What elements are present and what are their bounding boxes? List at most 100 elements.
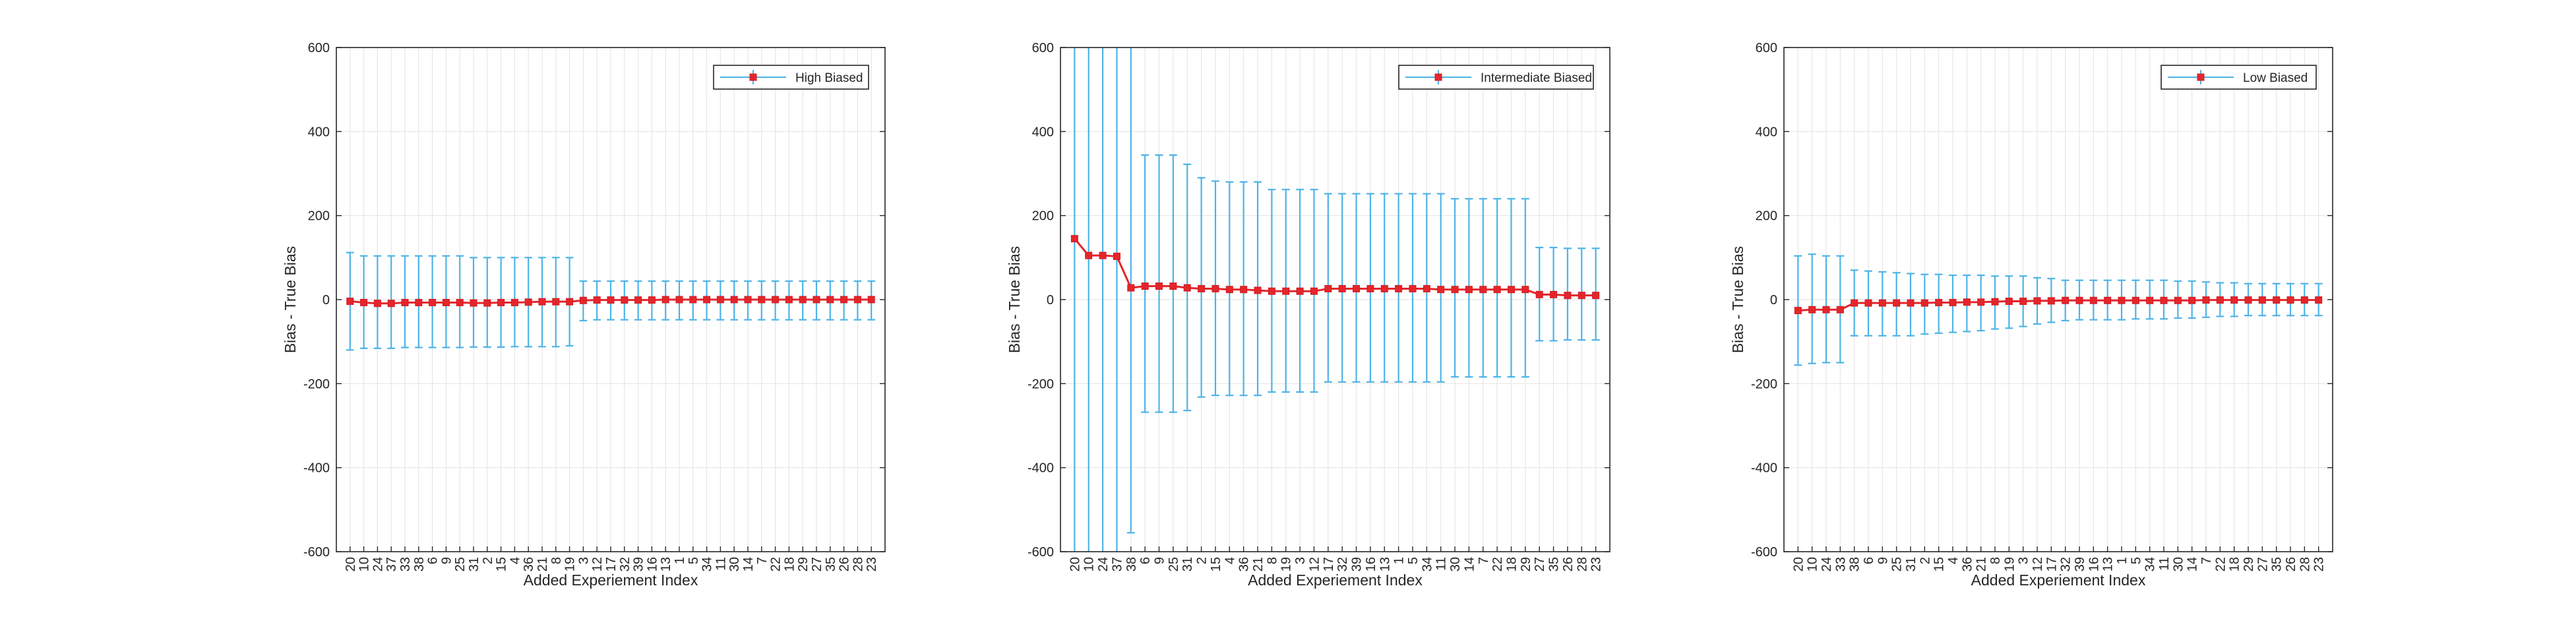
x-tick-label: 26 — [2284, 557, 2298, 571]
x-tick-label: 13 — [1378, 557, 1392, 571]
y-tick-label: 600 — [308, 41, 330, 55]
x-tick-label: 34 — [1420, 557, 1434, 571]
x-tick-label: 21 — [1251, 557, 1266, 571]
x-tick-label: 9 — [1876, 557, 1890, 564]
data-point — [840, 296, 848, 304]
legend: High Biased — [713, 65, 869, 90]
data-point — [1451, 286, 1459, 294]
data-point — [1893, 299, 1901, 307]
x-tick-label: 27 — [2255, 557, 2270, 571]
x-tick-label: 38 — [1848, 557, 1862, 571]
y-tick-label: 200 — [1756, 209, 1777, 224]
x-tick-label: 17 — [1322, 557, 1336, 571]
data-point — [1198, 284, 1206, 292]
data-point — [826, 296, 834, 304]
x-tick-label: 10 — [357, 557, 372, 571]
x-tick-label: 3 — [576, 557, 591, 564]
x-tick-label: 9 — [1153, 557, 1167, 564]
data-point — [2315, 296, 2323, 304]
x-tick-label: 7 — [755, 557, 770, 564]
data-point — [1268, 287, 1275, 295]
x-tick-label: 24 — [1820, 557, 1834, 571]
y-tick-label: 400 — [308, 125, 330, 139]
data-point — [758, 296, 766, 304]
data-point — [1920, 299, 1928, 307]
data-point — [2062, 296, 2070, 304]
series-0 — [346, 251, 876, 351]
data-point — [1070, 235, 1078, 243]
x-tick-label: 15 — [1932, 557, 1947, 571]
x-tick-label: 2 — [1918, 557, 1932, 564]
x-tick-label: 11 — [2157, 557, 2172, 571]
data-point — [867, 296, 875, 304]
data-point — [607, 296, 615, 304]
x-tick-label: 26 — [838, 557, 852, 571]
series-1 — [1070, 48, 1600, 552]
data-point — [1240, 286, 1248, 294]
data-point — [1578, 292, 1585, 300]
data-point — [1878, 299, 1886, 307]
data-point — [2258, 296, 2266, 304]
data-point — [1507, 286, 1515, 294]
x-tick-label: 23 — [865, 557, 879, 571]
data-point — [785, 296, 793, 304]
data-point — [2047, 297, 2055, 305]
y-axis-label: Bias - True Bias — [1729, 246, 1746, 353]
y-tick-label: 200 — [308, 209, 330, 224]
data-point — [1395, 284, 1403, 292]
legend-marker-swatch — [749, 73, 757, 81]
data-point — [2131, 296, 2139, 304]
legend-marker-swatch — [1434, 73, 1442, 81]
x-tick-label: 9 — [439, 557, 454, 564]
x-tick-label: 31 — [1181, 557, 1195, 571]
data-point — [1353, 284, 1361, 292]
data-point — [2005, 298, 2013, 306]
data-point — [772, 296, 780, 304]
x-tick-label: 38 — [1124, 557, 1139, 571]
y-tick-label: -600 — [1027, 545, 1054, 560]
x-axis-label: Added Experiement Index — [1248, 571, 1423, 589]
data-point — [1113, 252, 1120, 260]
data-point — [1141, 282, 1149, 290]
data-point — [1409, 284, 1417, 292]
data-point — [744, 296, 752, 304]
legend: Low Biased — [2161, 65, 2317, 90]
data-point — [1127, 284, 1135, 292]
x-tick-label: 25 — [1890, 557, 1905, 571]
y-tick-label: 0 — [1047, 293, 1054, 308]
y-tick-label: -400 — [1027, 461, 1054, 476]
x-tick-label: 35 — [2270, 557, 2285, 571]
legend-label: Low Biased — [2243, 71, 2308, 85]
x-tick-label: 30 — [727, 557, 742, 571]
y-tick-label: 600 — [1756, 41, 1777, 55]
data-point — [2216, 296, 2224, 304]
data-point — [346, 298, 354, 306]
data-point — [2230, 296, 2238, 304]
data-point — [1169, 282, 1177, 290]
data-point — [1794, 307, 1802, 315]
x-tick-label: 30 — [2171, 557, 2186, 571]
x-tick-label: 14 — [1462, 557, 1477, 571]
y-tick-label: 200 — [1032, 209, 1054, 224]
x-tick-label: 6 — [1862, 557, 1876, 564]
data-point — [483, 299, 491, 307]
data-point — [1592, 292, 1600, 300]
data-point — [1437, 286, 1445, 294]
x-tick-label: 39 — [2073, 557, 2087, 571]
x-tick-label: 33 — [1833, 557, 1848, 571]
data-point — [813, 296, 820, 304]
data-point — [675, 296, 683, 304]
x-tick-label: 13 — [2101, 557, 2116, 571]
data-point — [689, 296, 697, 304]
x-tick-label: 15 — [1209, 557, 1223, 571]
x-tick-label: 18 — [782, 557, 797, 571]
data-point — [1211, 284, 1219, 292]
x-tick-label: 33 — [398, 557, 413, 571]
x-tick-label: 4 — [1223, 557, 1237, 564]
data-point — [1296, 287, 1304, 295]
data-point — [1099, 251, 1107, 259]
data-point — [1836, 306, 1844, 313]
data-point — [1479, 286, 1487, 294]
